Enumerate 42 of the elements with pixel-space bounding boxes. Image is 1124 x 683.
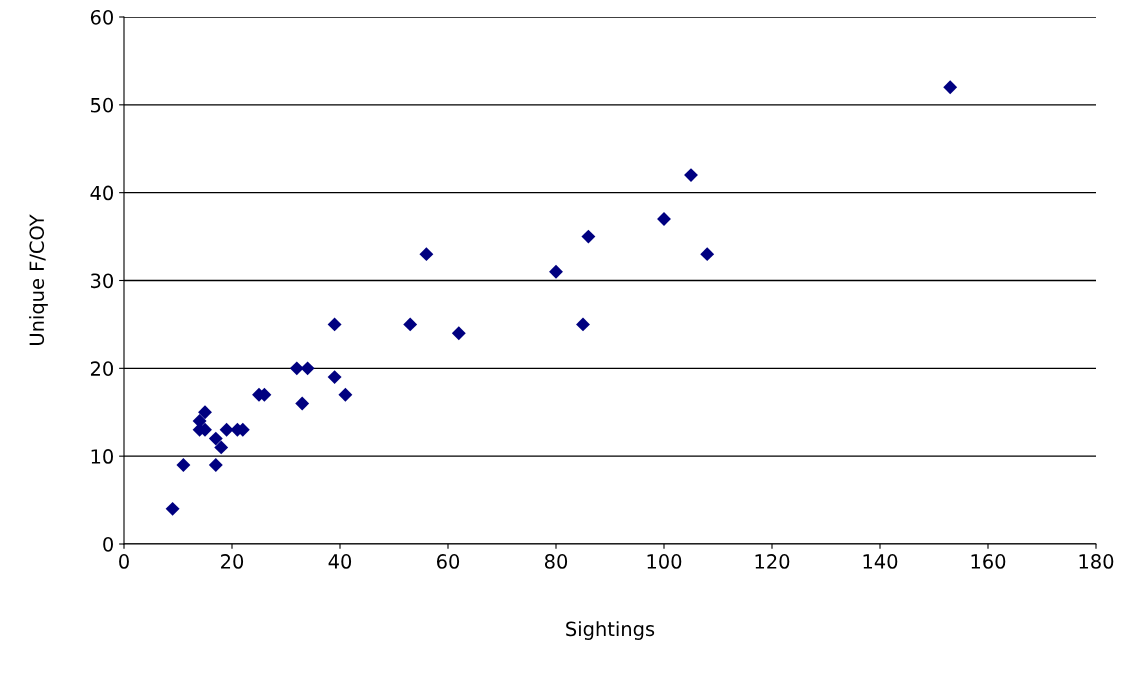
x-tick-label: 0 [119,554,129,569]
point [300,361,315,376]
point [208,431,223,446]
x-tick-label: 60 [436,554,460,569]
y-tick-label: 40 [90,185,113,201]
point [451,326,466,341]
x-tick-label: 140 [863,554,898,569]
point [295,396,310,411]
y-tick-label: 10 [91,449,113,464]
y-tick-label: 60 [90,9,113,25]
point [289,361,304,376]
y-tick-label: 0 [103,536,113,552]
point [943,80,958,95]
point [176,458,191,472]
x-tick-label: 160 [971,554,1006,569]
point [338,387,353,402]
y-tick-label: 20 [90,361,113,376]
point [419,247,434,262]
x-tick-label: 180 [1079,554,1114,569]
point [581,229,596,244]
y-axis-title: Unique F/COY [29,214,48,345]
point [327,370,342,385]
x-tick-label: 120 [755,554,790,569]
point [219,422,234,437]
point [700,247,715,262]
x-tick-label: 100 [647,554,682,569]
point [192,414,207,428]
point [214,440,229,455]
x-axis-title: Sightings [566,621,655,640]
y-tick-label: 30 [91,273,113,289]
point [208,458,223,472]
x-tick-label: 20 [221,554,244,569]
x-tick-label: 40 [328,554,352,569]
y-tick-label: 50 [91,97,113,113]
point [684,168,698,183]
point [165,501,180,516]
point [576,317,590,332]
point [403,317,418,332]
point [327,317,342,332]
x-tick-label: 80 [544,554,568,569]
point [549,264,563,279]
point [198,405,212,420]
